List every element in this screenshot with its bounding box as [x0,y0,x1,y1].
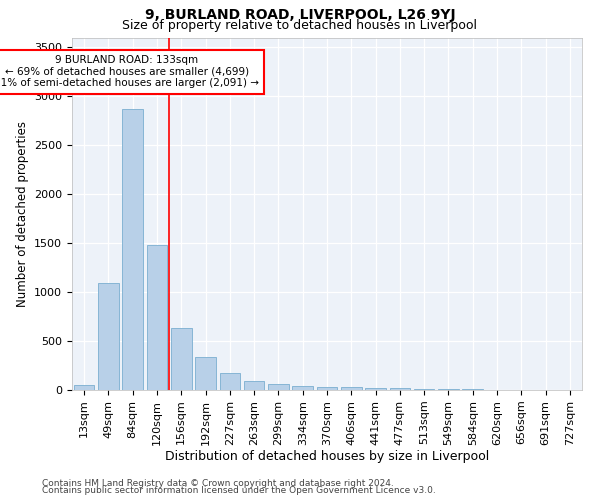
Bar [220,373,240,390]
Text: Contains HM Land Registry data © Crown copyright and database right 2024.: Contains HM Land Registry data © Crown c… [42,478,394,488]
Bar [414,388,434,390]
Text: 9, BURLAND ROAD, LIVERPOOL, L26 9YJ: 9, BURLAND ROAD, LIVERPOOL, L26 9YJ [145,8,455,22]
Bar [317,386,337,390]
Bar [195,356,216,390]
Bar [463,389,483,390]
Bar [341,387,362,390]
Bar [438,389,459,390]
X-axis label: Distribution of detached houses by size in Liverpool: Distribution of detached houses by size … [165,450,489,464]
Bar [268,384,289,390]
Bar [244,381,265,390]
Bar [146,245,167,390]
Bar [122,109,143,390]
Bar [74,385,94,390]
Bar [171,328,191,390]
Bar [389,388,410,390]
Text: 9 BURLAND ROAD: 133sqm
← 69% of detached houses are smaller (4,699)
31% of semi-: 9 BURLAND ROAD: 133sqm ← 69% of detached… [0,55,259,88]
Text: Size of property relative to detached houses in Liverpool: Size of property relative to detached ho… [122,18,478,32]
Bar [98,284,119,390]
Bar [365,388,386,390]
Y-axis label: Number of detached properties: Number of detached properties [16,120,29,306]
Text: Contains public sector information licensed under the Open Government Licence v3: Contains public sector information licen… [42,486,436,495]
Bar [292,386,313,390]
